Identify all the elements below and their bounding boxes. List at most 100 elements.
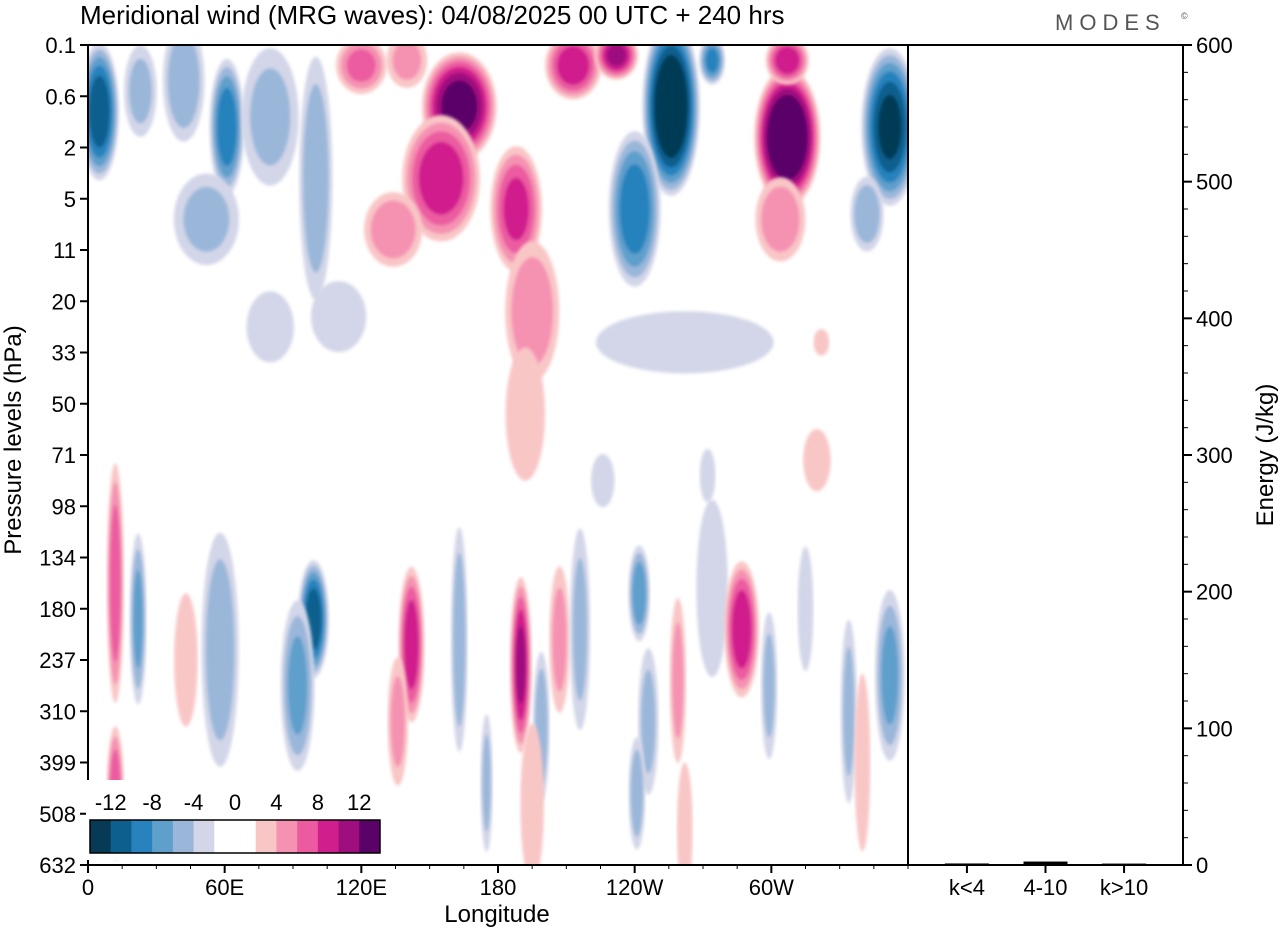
wind-blob bbox=[803, 429, 831, 492]
colorbar-frame bbox=[89, 819, 381, 854]
y-tick-label: 11 bbox=[53, 238, 76, 263]
energy-category-label: k>10 bbox=[1100, 875, 1148, 900]
y-tick-label: 134 bbox=[39, 546, 76, 571]
wind-contour-level bbox=[770, 102, 804, 173]
wind-contour-level bbox=[511, 257, 554, 366]
wind-contour-level bbox=[109, 504, 121, 662]
x-tick-label: 180 bbox=[480, 875, 517, 900]
wind-blob bbox=[549, 566, 570, 713]
y-axis-ticks: 0.1 0.6 2 5 11 20 33 50 71 98 134 180 237 310 399 508 63… bbox=[39, 33, 88, 878]
energy-bar bbox=[1102, 863, 1147, 866]
wind-blob bbox=[162, 45, 205, 142]
wind-contour-level bbox=[287, 636, 308, 735]
wind-contour-level bbox=[482, 734, 491, 832]
wind-contour-level bbox=[128, 58, 152, 124]
energy-tick-label: 500 bbox=[1196, 170, 1233, 195]
y-tick-label: 5 bbox=[64, 187, 76, 212]
y-tick-label: 2 bbox=[64, 136, 76, 161]
y-tick-label: 237 bbox=[39, 648, 76, 673]
wind-contour-level bbox=[619, 164, 650, 254]
y-tick-label: 310 bbox=[39, 699, 76, 724]
wind-blob bbox=[106, 463, 124, 703]
x-tick-label: 120E bbox=[336, 875, 387, 900]
energy-bars bbox=[944, 861, 1147, 866]
wind-contour-level bbox=[572, 558, 588, 701]
wind-blob bbox=[505, 347, 545, 481]
colorbar-tick-label: 8 bbox=[312, 790, 324, 815]
brand-name: MODES bbox=[1055, 10, 1166, 35]
wind-blob bbox=[480, 714, 493, 852]
wind-contour-level bbox=[520, 723, 544, 865]
energy-category-label: k<4 bbox=[949, 875, 985, 900]
wind-blob bbox=[490, 146, 542, 272]
wind-contour-level bbox=[696, 499, 728, 678]
wind-contour-level bbox=[813, 329, 830, 356]
colorbar-swatch bbox=[193, 820, 215, 853]
wind-blob bbox=[642, 45, 700, 196]
wind-blob bbox=[591, 454, 615, 508]
energy-axis-ticks: 0 100 200 300 400 500 600 bbox=[1183, 33, 1233, 878]
energy-tick-label: 200 bbox=[1196, 580, 1233, 605]
wind-contour-level bbox=[515, 625, 526, 705]
energy-categories: k<4 4-10 k>10 bbox=[949, 865, 1148, 900]
wind-contour-level bbox=[392, 45, 422, 80]
y-tick-label: 71 bbox=[52, 443, 76, 468]
wind-blob bbox=[699, 45, 725, 85]
wind-blob bbox=[797, 546, 814, 671]
chart-title: Meridional wind (MRG waves): 04/08/2025 … bbox=[80, 0, 785, 30]
wind-contour-level bbox=[174, 593, 198, 727]
wind-blob bbox=[387, 657, 408, 786]
wind-contour-level bbox=[843, 646, 855, 777]
energy-panel-frame bbox=[907, 44, 1184, 866]
wind-blob bbox=[850, 176, 884, 252]
x-tick-label: 0 bbox=[82, 875, 94, 900]
x-tick-label: 60W bbox=[749, 875, 794, 900]
wind-contour-level bbox=[878, 94, 902, 160]
y-tick-label: 399 bbox=[39, 751, 76, 776]
wind-contour-level bbox=[183, 186, 230, 252]
colorbar-tick-label: -8 bbox=[142, 790, 162, 815]
energy-tick-label: 0 bbox=[1196, 853, 1208, 878]
wind-blob bbox=[201, 532, 239, 767]
energy-bar bbox=[1023, 861, 1068, 865]
x-tick-label: 60E bbox=[205, 875, 244, 900]
wind-contour-level bbox=[596, 311, 774, 374]
wind-blob bbox=[724, 561, 759, 698]
wind-contour-level bbox=[630, 749, 644, 837]
colorbar-swatch bbox=[276, 820, 298, 853]
wind-blob bbox=[246, 291, 294, 363]
wind-contour-level bbox=[205, 559, 235, 741]
wind-contour-level bbox=[797, 546, 814, 671]
colorbar-tick-label: 12 bbox=[347, 790, 371, 815]
wind-blob bbox=[174, 593, 198, 727]
wind-blob bbox=[173, 173, 239, 266]
wind-contour-level bbox=[803, 429, 831, 492]
energy-tick-label: 300 bbox=[1196, 443, 1233, 468]
wind-blob bbox=[875, 590, 905, 761]
wind-contour-level bbox=[346, 49, 376, 82]
wind-blob bbox=[699, 448, 716, 503]
wind-contour-level bbox=[676, 762, 693, 865]
colorbar-swatch bbox=[297, 820, 319, 853]
wind-contour-level bbox=[452, 552, 466, 727]
colorbar-swatch bbox=[359, 820, 381, 853]
energy-tick-label: 600 bbox=[1196, 33, 1233, 58]
wind-contour-level bbox=[505, 347, 545, 481]
colorbar-tick-label: 0 bbox=[229, 790, 241, 815]
energy-tick-label: 400 bbox=[1196, 306, 1233, 331]
wind-blob bbox=[676, 762, 693, 865]
wind-contour-level bbox=[370, 200, 416, 259]
brand-logo: MODES © bbox=[1055, 10, 1188, 35]
wind-blob bbox=[628, 737, 646, 850]
y-tick-label: 20 bbox=[52, 289, 76, 314]
wind-contour-level bbox=[216, 87, 237, 167]
colorbar-tick-label: -4 bbox=[184, 790, 204, 815]
wind-blob bbox=[520, 723, 544, 865]
wind-blob bbox=[402, 115, 480, 242]
colorbar-tick-label: -12 bbox=[95, 790, 127, 815]
wind-blob bbox=[241, 48, 299, 186]
wind-contour-level bbox=[854, 673, 871, 852]
wind-blob bbox=[88, 45, 119, 181]
colorbar-legend: -12 -8 -4 0 4 8 12 bbox=[86, 780, 384, 860]
